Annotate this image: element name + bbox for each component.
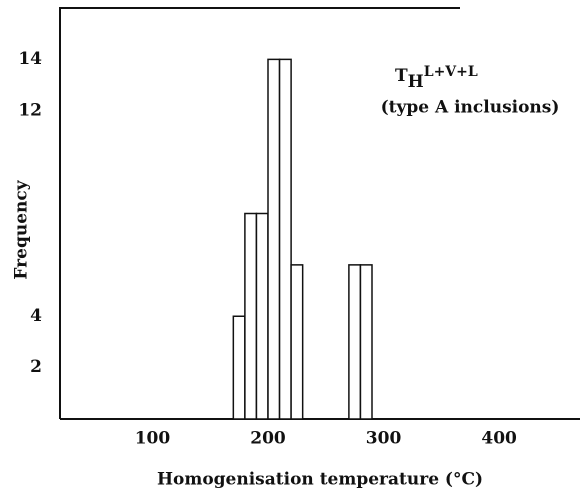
y-axis-label: Frequency bbox=[12, 179, 32, 279]
annotation-subscript: H bbox=[408, 72, 424, 92]
y-tick-label: 14 bbox=[18, 49, 42, 69]
x-tick-label: 400 bbox=[481, 429, 517, 449]
bar bbox=[290, 264, 304, 420]
annotation-text: L+V+L bbox=[424, 64, 478, 80]
x-tick-label: 300 bbox=[366, 429, 402, 449]
bar bbox=[359, 264, 373, 420]
bar bbox=[267, 58, 281, 420]
bar bbox=[278, 58, 292, 420]
y-tick-label: 12 bbox=[18, 100, 42, 120]
axis-frame bbox=[59, 7, 460, 419]
y-tick-label: 4 bbox=[30, 306, 42, 326]
x-axis-label: Homogenisation temperature (°C) bbox=[157, 470, 483, 490]
bar bbox=[255, 212, 269, 420]
x-tick-label: 200 bbox=[250, 429, 286, 449]
bar bbox=[348, 264, 362, 420]
annotation: THL+V+L bbox=[395, 64, 478, 92]
bar bbox=[232, 315, 246, 420]
x-tick-label: 100 bbox=[135, 429, 171, 449]
annotation-symbol: T bbox=[395, 66, 408, 86]
bar bbox=[244, 212, 258, 420]
annotation-2: (type A inclusions) bbox=[381, 98, 560, 118]
y-tick-label: 2 bbox=[30, 357, 42, 377]
